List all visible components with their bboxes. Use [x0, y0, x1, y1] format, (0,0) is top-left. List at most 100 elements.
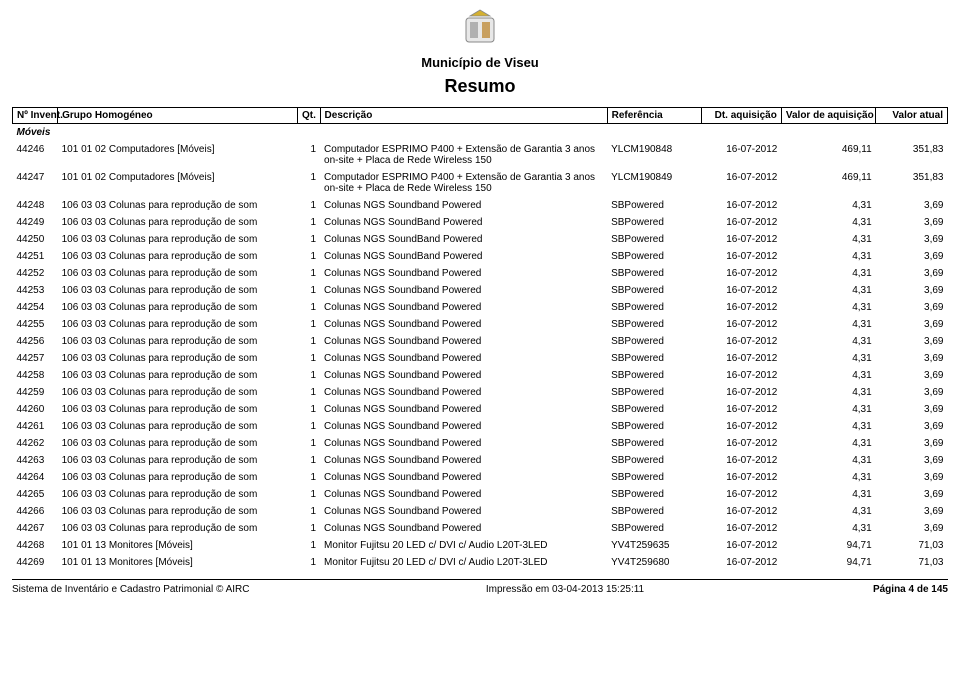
- table-row: 44259106 03 03 Colunas para reprodução d…: [13, 384, 948, 401]
- cell-group: 106 03 03 Colunas para reprodução de som: [58, 282, 298, 299]
- cell-date: 16-07-2012: [701, 452, 781, 469]
- cell-inv: 44265: [13, 486, 58, 503]
- cell-qt: 1: [298, 141, 321, 169]
- cell-desc: Monitor Fujitsu 20 LED c/ DVI c/ Audio L…: [320, 554, 607, 571]
- cell-qt: 1: [298, 214, 321, 231]
- cell-cur: 3,69: [876, 214, 948, 231]
- cell-inv: 44256: [13, 333, 58, 350]
- cell-date: 16-07-2012: [701, 486, 781, 503]
- cell-desc: Computador ESPRIMO P400 + Extensão de Ga…: [320, 169, 607, 197]
- cell-qt: 1: [298, 316, 321, 333]
- cell-ref: SBPowered: [607, 503, 701, 520]
- cell-acq: 4,31: [781, 231, 875, 248]
- cell-desc: Colunas NGS Soundband Powered: [320, 299, 607, 316]
- cell-ref: YLCM190848: [607, 141, 701, 169]
- cell-acq: 4,31: [781, 248, 875, 265]
- cell-inv: 44250: [13, 231, 58, 248]
- cell-group: 106 03 03 Colunas para reprodução de som: [58, 231, 298, 248]
- cell-group: 101 01 13 Monitores [Móveis]: [58, 537, 298, 554]
- cell-group: 106 03 03 Colunas para reprodução de som: [58, 520, 298, 537]
- cell-qt: 1: [298, 469, 321, 486]
- cell-date: 16-07-2012: [701, 316, 781, 333]
- cell-group: 101 01 02 Computadores [Móveis]: [58, 141, 298, 169]
- cell-cur: 3,69: [876, 367, 948, 384]
- cell-ref: SBPowered: [607, 469, 701, 486]
- cell-ref: SBPowered: [607, 350, 701, 367]
- cell-inv: 44259: [13, 384, 58, 401]
- col-cur: Valor atual: [876, 108, 948, 124]
- cell-desc: Colunas NGS Soundband Powered: [320, 452, 607, 469]
- cell-cur: 3,69: [876, 333, 948, 350]
- inventory-table: Nº Invent. Grupo Homogéneo Qt. Descrição…: [12, 107, 948, 571]
- cell-acq: 4,31: [781, 452, 875, 469]
- cell-group: 106 03 03 Colunas para reprodução de som: [58, 316, 298, 333]
- cell-date: 16-07-2012: [701, 248, 781, 265]
- cell-inv: 44268: [13, 537, 58, 554]
- cell-inv: 44253: [13, 282, 58, 299]
- cell-qt: 1: [298, 537, 321, 554]
- cell-cur: 3,69: [876, 503, 948, 520]
- col-date: Dt. aquisição: [701, 108, 781, 124]
- cell-acq: 4,31: [781, 384, 875, 401]
- cell-qt: 1: [298, 197, 321, 214]
- footer-center: Impressão em 03-04-2013 15:25:11: [292, 584, 838, 595]
- table-row: 44261106 03 03 Colunas para reprodução d…: [13, 418, 948, 435]
- cell-group: 106 03 03 Colunas para reprodução de som: [58, 503, 298, 520]
- cell-ref: SBPowered: [607, 367, 701, 384]
- cell-desc: Colunas NGS Soundband Powered: [320, 367, 607, 384]
- cell-date: 16-07-2012: [701, 554, 781, 571]
- cell-group: 106 03 03 Colunas para reprodução de som: [58, 197, 298, 214]
- cell-qt: 1: [298, 520, 321, 537]
- cell-cur: 3,69: [876, 350, 948, 367]
- cell-date: 16-07-2012: [701, 169, 781, 197]
- cell-desc: Colunas NGS SoundBand Powered: [320, 248, 607, 265]
- cell-inv: 44263: [13, 452, 58, 469]
- footer-page: Página 4 de 145: [838, 584, 948, 595]
- cell-cur: 3,69: [876, 282, 948, 299]
- cell-cur: 351,83: [876, 169, 948, 197]
- cell-date: 16-07-2012: [701, 214, 781, 231]
- cell-qt: 1: [298, 265, 321, 282]
- cell-date: 16-07-2012: [701, 503, 781, 520]
- cell-group: 101 01 02 Computadores [Móveis]: [58, 169, 298, 197]
- cell-desc: Colunas NGS SoundBand Powered: [320, 214, 607, 231]
- cell-cur: 3,69: [876, 469, 948, 486]
- cell-inv: 44264: [13, 469, 58, 486]
- cell-acq: 4,31: [781, 197, 875, 214]
- cell-ref: SBPowered: [607, 435, 701, 452]
- cell-group: 106 03 03 Colunas para reprodução de som: [58, 469, 298, 486]
- table-row: 44260106 03 03 Colunas para reprodução d…: [13, 401, 948, 418]
- cell-ref: SBPowered: [607, 401, 701, 418]
- cell-inv: 44257: [13, 350, 58, 367]
- cell-acq: 4,31: [781, 350, 875, 367]
- table-row: 44262106 03 03 Colunas para reprodução d…: [13, 435, 948, 452]
- cell-qt: 1: [298, 299, 321, 316]
- cell-desc: Colunas NGS Soundband Powered: [320, 486, 607, 503]
- table-row: 44255106 03 03 Colunas para reprodução d…: [13, 316, 948, 333]
- cell-cur: 3,69: [876, 486, 948, 503]
- table-row: 44256106 03 03 Colunas para reprodução d…: [13, 333, 948, 350]
- cell-desc: Colunas NGS Soundband Powered: [320, 333, 607, 350]
- cell-acq: 4,31: [781, 265, 875, 282]
- cell-acq: 469,11: [781, 169, 875, 197]
- cell-desc: Colunas NGS Soundband Powered: [320, 469, 607, 486]
- cell-group: 106 03 03 Colunas para reprodução de som: [58, 248, 298, 265]
- cell-acq: 4,31: [781, 401, 875, 418]
- cell-ref: SBPowered: [607, 452, 701, 469]
- col-ref: Referência: [607, 108, 701, 124]
- cell-qt: 1: [298, 350, 321, 367]
- cell-date: 16-07-2012: [701, 520, 781, 537]
- cell-date: 16-07-2012: [701, 265, 781, 282]
- cell-qt: 1: [298, 452, 321, 469]
- cell-inv: 44269: [13, 554, 58, 571]
- cell-inv: 44252: [13, 265, 58, 282]
- cell-acq: 4,31: [781, 486, 875, 503]
- cell-inv: 44247: [13, 169, 58, 197]
- cell-acq: 4,31: [781, 418, 875, 435]
- cell-qt: 1: [298, 248, 321, 265]
- cell-acq: 469,11: [781, 141, 875, 169]
- cell-qt: 1: [298, 169, 321, 197]
- cell-inv: 44261: [13, 418, 58, 435]
- cell-qt: 1: [298, 435, 321, 452]
- cell-desc: Monitor Fujitsu 20 LED c/ DVI c/ Audio L…: [320, 537, 607, 554]
